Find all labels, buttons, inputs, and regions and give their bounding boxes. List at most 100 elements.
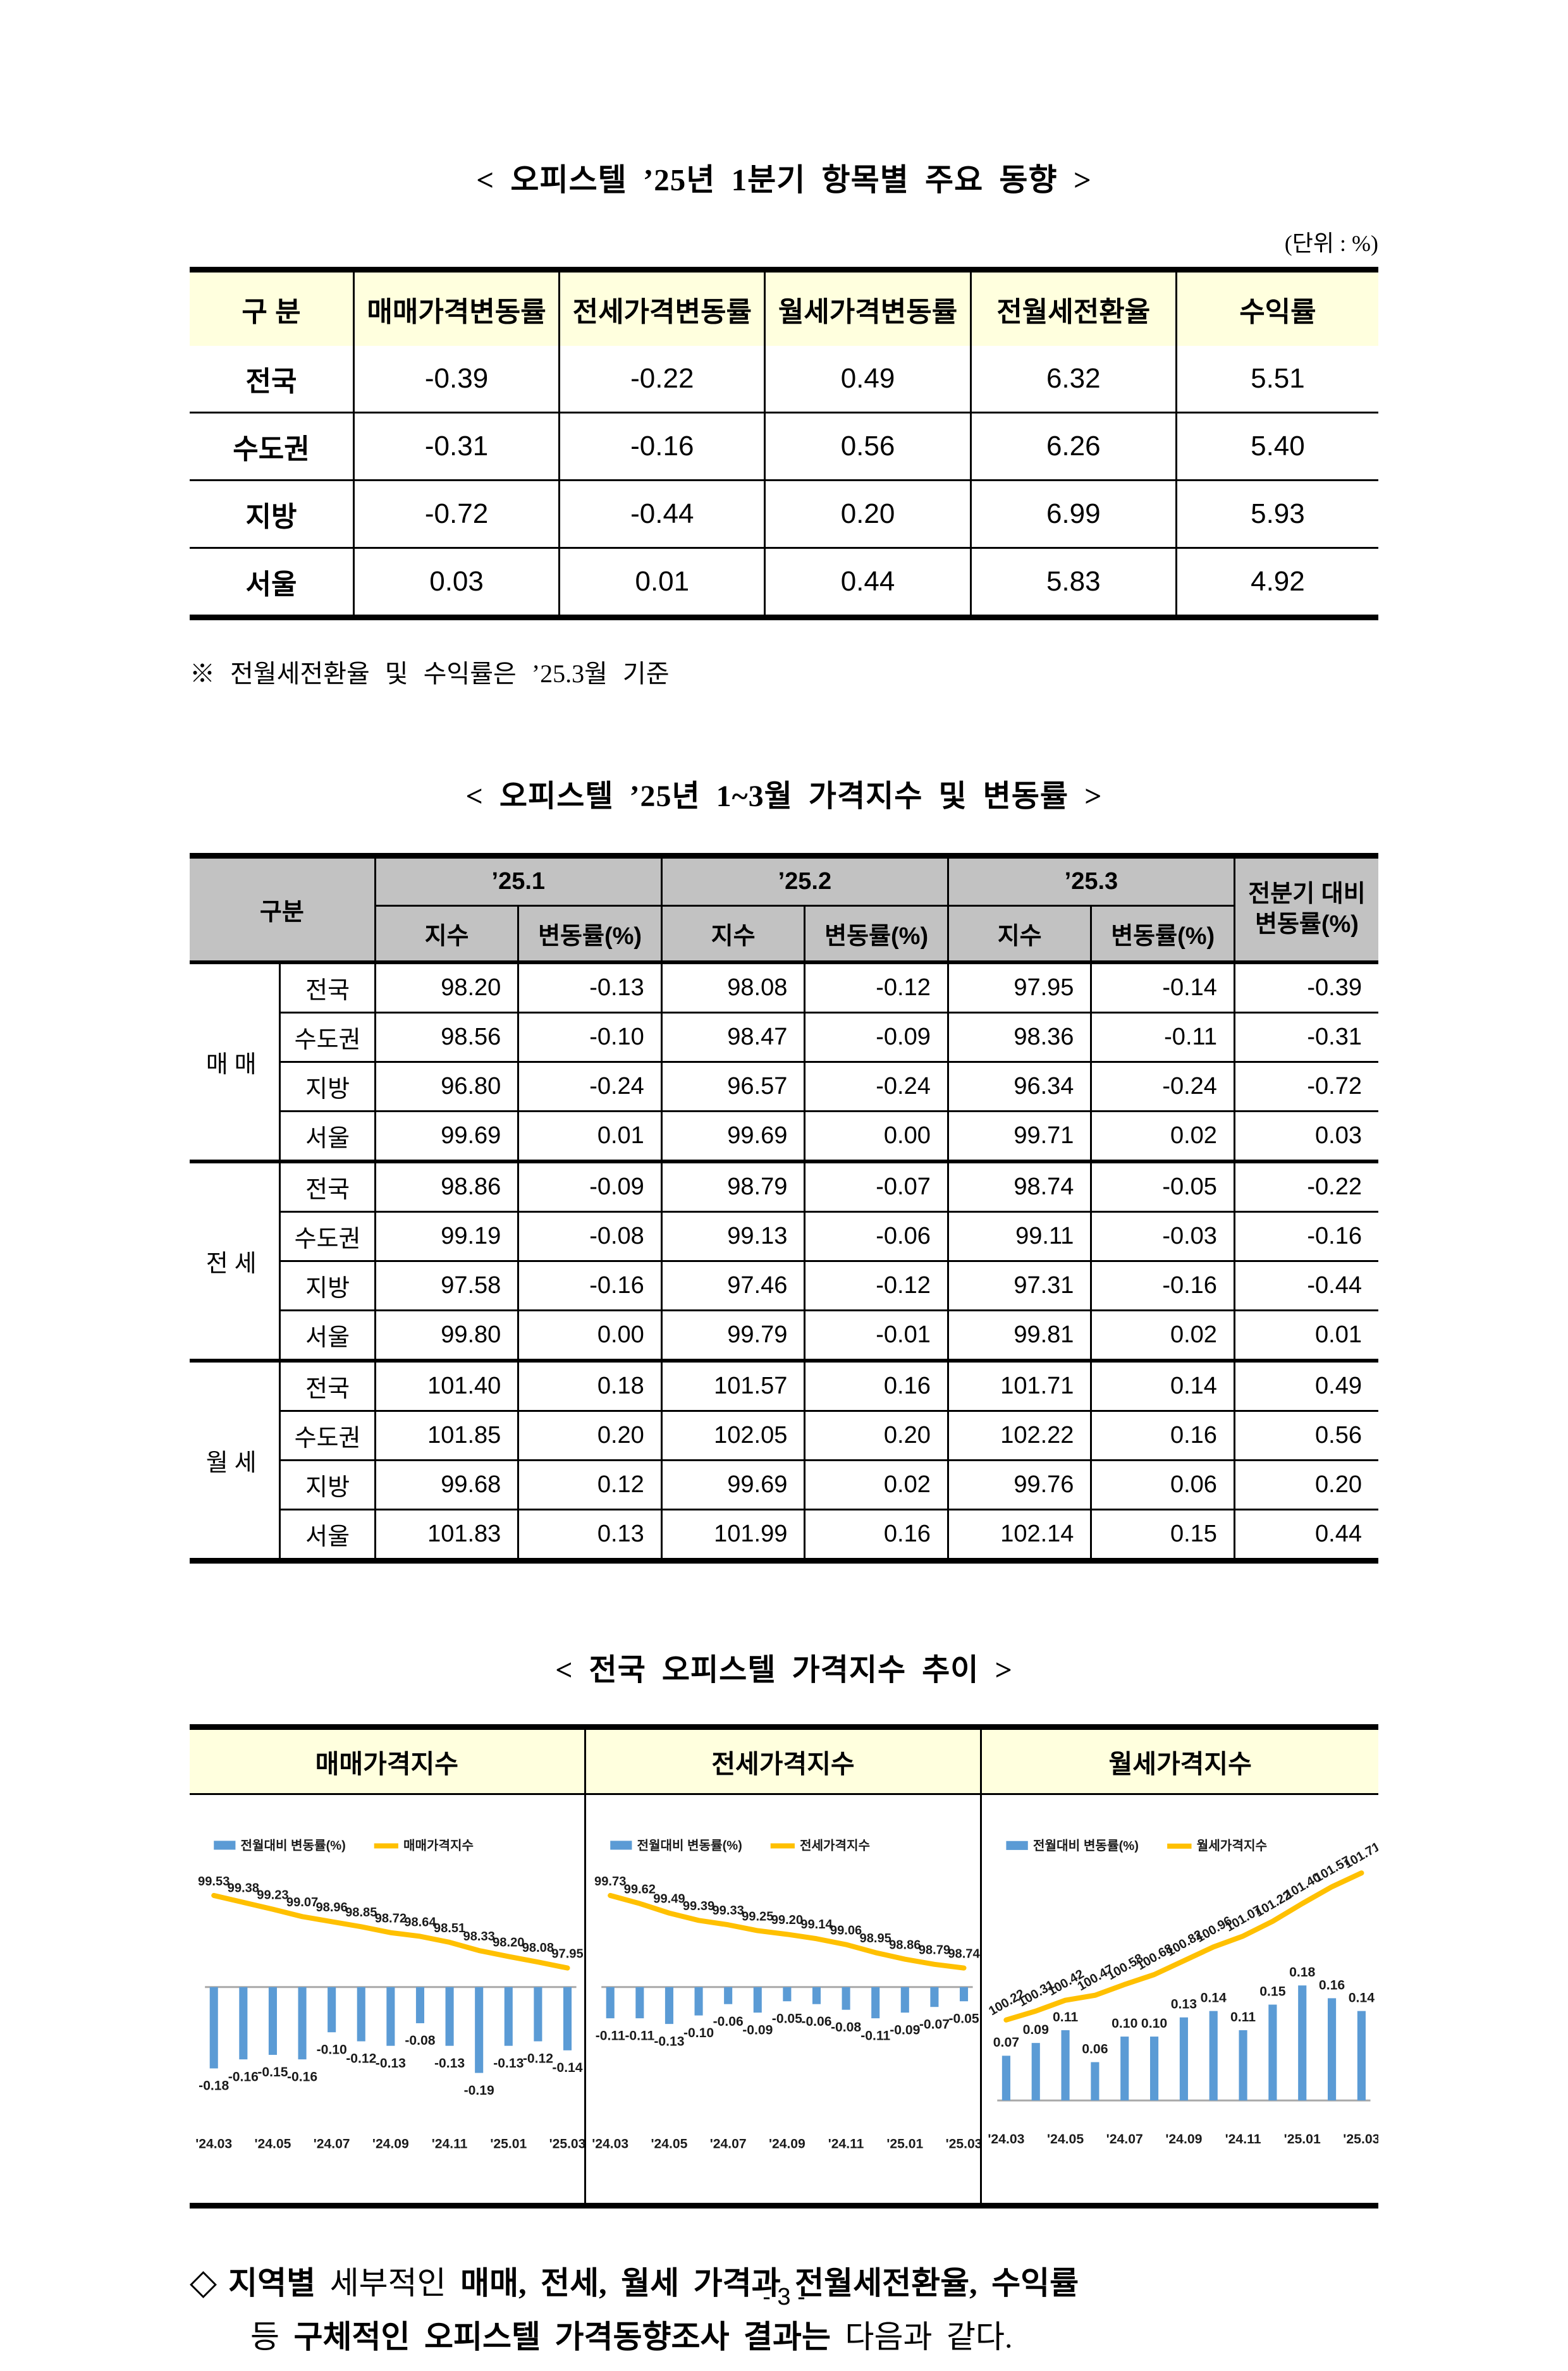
svg-text:-0.07: -0.07 [919, 2017, 950, 2031]
svg-text:98.95: 98.95 [859, 1932, 891, 1945]
index-line [607, 1892, 967, 1971]
bar [1061, 2030, 1070, 2101]
col-header: 월세가격변동률 [764, 269, 972, 346]
chart-header-monthly: 월세가격지수 [982, 1730, 1378, 1795]
cell: 102.05 [660, 1410, 806, 1461]
group-label: 전세 [190, 1160, 281, 1362]
svg-text:99.73: 99.73 [594, 1875, 626, 1889]
table-row: 서울 99.80 0.00 99.79 -0.01 99.81 0.02 0.01 [190, 1309, 1378, 1362]
cell: -0.72 [1233, 1061, 1378, 1112]
cell: 101.71 [946, 1359, 1093, 1412]
sale-price-index-chart: 전월대비 변동률(%) 매매가격지수 -0.18 -0.16 -0.15 -0.16 -0.… [190, 1795, 586, 2203]
cell: 99.71 [946, 1110, 1093, 1163]
svg-text:99.25: 99.25 [742, 1909, 773, 1923]
bar [665, 1987, 673, 2025]
quarter-header-line2: 변동률(%) [1254, 910, 1359, 938]
svg-text:-0.11: -0.11 [625, 2028, 654, 2043]
table-row: 지방 99.68 0.12 99.69 0.02 99.76 0.06 0.20 [190, 1459, 1378, 1510]
svg-text:-0.06: -0.06 [713, 2014, 743, 2029]
legend-line-swatch [1167, 1843, 1192, 1849]
index-line [1003, 1870, 1364, 2023]
region-label: 전국 [279, 1359, 376, 1412]
svg-text:0.14: 0.14 [1201, 1990, 1227, 2005]
quarter-header-line1: 전분기 대비 [1248, 881, 1366, 907]
cell: -0.13 [517, 960, 663, 1014]
sub-header: 변동률(%) [1090, 905, 1235, 964]
bar [900, 1987, 909, 2013]
cell: -0.39 [352, 346, 561, 414]
sub-header: 변동률(%) [804, 905, 949, 964]
bars: 0.070.090.110.060.10 0.100.13 0.140.110.15… [993, 1965, 1375, 2101]
region-label: 지방 [279, 1459, 376, 1510]
sub-header: 변동률(%) [517, 905, 663, 964]
bar [782, 1987, 792, 2002]
svg-text:'24.07: '24.07 [314, 2136, 350, 2151]
region-label: 수도권 [279, 1211, 376, 1262]
svg-text:0.18: 0.18 [1289, 1965, 1315, 1980]
unit-note: (단위 : %) [1284, 231, 1378, 256]
svg-text:'24.11: '24.11 [1225, 2132, 1261, 2147]
index-change-table: 구분 ’25.1 ’25.2 ’25.3 전분기 대비 변동률(%) 지수 변동… [190, 853, 1378, 1564]
cell: -0.16 [517, 1260, 663, 1311]
cell: -0.05 [1090, 1160, 1235, 1213]
svg-text:-0.10: -0.10 [317, 2042, 347, 2057]
svg-text:전월대비 변동률(%): 전월대비 변동률(%) [240, 1839, 345, 1853]
bar [1032, 2043, 1041, 2101]
svg-text:-0.13: -0.13 [434, 2056, 465, 2071]
sub-header: 지수 [375, 905, 520, 964]
cell: -0.31 [352, 412, 561, 481]
table-row: 수도권 -0.31 -0.16 0.56 6.26 5.40 [190, 412, 1378, 481]
table-row: 서울 99.69 0.01 99.69 0.00 99.71 0.02 0.03 [190, 1110, 1378, 1163]
bar [1180, 2017, 1189, 2101]
cell: 0.56 [764, 412, 972, 481]
region-label: 서울 [279, 1509, 376, 1561]
section-3-title: < 전국 오피스텔 가격지수 추이 > [555, 1653, 1013, 1687]
svg-text:-0.13: -0.13 [493, 2056, 524, 2071]
price-index-chart-panel: 매매가격지수 전세가격지수 월세가격지수 전월대비 변동률(%) 매매가격지수 -0… [190, 1724, 1378, 2209]
cell: 0.15 [1090, 1509, 1235, 1561]
chart-svg: 전월대비 변동률(%) 전세가격지수-0.11 -0.11 -0.13-0.10-0.… [592, 1839, 980, 2152]
cell: -0.39 [1233, 960, 1378, 1014]
bar [445, 1987, 454, 2046]
quarter-header: 전분기 대비 변동률(%) [1233, 855, 1378, 964]
cell: 0.14 [1090, 1359, 1235, 1412]
svg-text:99.14: 99.14 [800, 1918, 833, 1932]
cell: 99.68 [374, 1459, 520, 1510]
cell: 0.44 [1233, 1509, 1378, 1561]
table-row: 서울 101.83 0.13 101.99 0.16 102.14 0.15 0.44 [190, 1509, 1378, 1561]
svg-text:99.23: 99.23 [257, 1889, 288, 1902]
svg-text:'25.03: '25.03 [1344, 2132, 1378, 2147]
cell: 5.51 [1175, 346, 1378, 414]
chart-svg: 전월대비 변동률(%) 월세가격지수 0.07 0.09 0.11 0.06 0.10 0.1… [987, 1839, 1378, 2147]
cell: 0.01 [558, 547, 766, 618]
sub-header: 지수 [946, 905, 1093, 964]
svg-text:-0.10: -0.10 [683, 2026, 714, 2040]
row-label: 전국 [190, 346, 355, 414]
svg-text:-0.05: -0.05 [948, 2011, 979, 2026]
cell: -0.14 [1090, 960, 1235, 1014]
cell: -0.03 [1090, 1211, 1235, 1262]
monthly-rent-index-chart: 전월대비 변동률(%) 월세가격지수 0.07 0.09 0.11 0.06 0.10 0.1… [982, 1795, 1378, 2203]
group-label: 매매 [190, 960, 281, 1163]
svg-text:-0.15: -0.15 [257, 2065, 288, 2080]
cell: 0.49 [764, 346, 972, 414]
bar [504, 1987, 513, 2046]
cell: -0.08 [517, 1211, 663, 1262]
svg-text:0.10: 0.10 [1141, 2016, 1167, 2031]
svg-text:99.53: 99.53 [198, 1875, 230, 1889]
svg-text:-0.09: -0.09 [890, 2023, 920, 2037]
cell: 102.14 [946, 1509, 1093, 1561]
legend-bar-swatch [214, 1841, 236, 1850]
bar [606, 1987, 615, 2019]
svg-text:99.07: 99.07 [286, 1896, 318, 1909]
bar [1239, 2030, 1247, 2101]
svg-text:-0.16: -0.16 [287, 2069, 317, 2084]
cell: 0.00 [804, 1110, 949, 1163]
bars: -0.18-0.16-0.15-0.16-0.10-0.12-0.13-0.08… [199, 1987, 583, 2098]
svg-text:-0.11: -0.11 [861, 2028, 890, 2043]
col-header: 전세가격변동률 [558, 269, 766, 346]
month-header: ’25.1 [374, 855, 663, 907]
legend-line-swatch [770, 1843, 795, 1849]
svg-text:'24.05: '24.05 [255, 2136, 291, 2151]
line-labels: 99.5399.3899.2399.0798.9698.8598.7298.64… [198, 1875, 584, 1961]
